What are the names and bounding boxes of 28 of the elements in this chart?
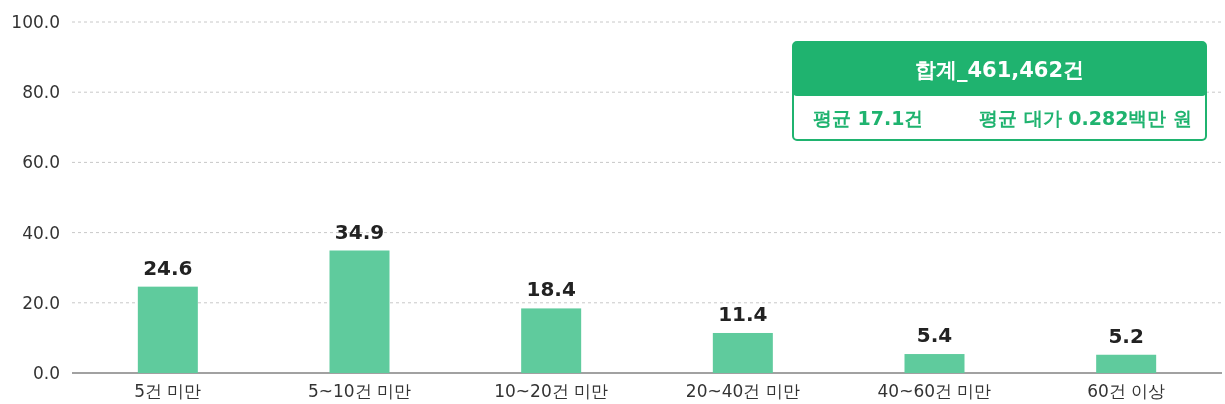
bar <box>904 354 965 373</box>
data-label: 5.4 <box>916 323 953 348</box>
bar <box>329 250 390 373</box>
data-label: 5.2 <box>1108 323 1144 348</box>
bar <box>712 332 773 373</box>
annotation: 합계_461,462건 <box>914 58 1085 82</box>
data-label: 24.6 <box>143 255 193 280</box>
data-label: 34.9 <box>334 219 385 244</box>
y-tick-label: 40.0 <box>22 222 60 243</box>
y-tick-label: 20.0 <box>22 292 60 313</box>
x-tick-label: 20~40건 미만 <box>685 381 800 401</box>
bar <box>137 286 198 373</box>
summary-card: 합계_461,462건 평균 17.1건 평균 대가 0.282백만 원 <box>792 41 1207 141</box>
x-tick-label: 5~10건 미만 <box>307 381 412 401</box>
x-tick-label: 40~60건 미만 <box>877 381 992 401</box>
bar <box>521 308 582 373</box>
y-tick-label: 80.0 <box>22 82 60 103</box>
y-tick-label: 60.0 <box>22 152 60 173</box>
data-label: 11.4 <box>718 301 768 326</box>
annotation: 평균 대가 0.282백만 원 <box>979 107 1192 129</box>
bar <box>1096 354 1157 373</box>
y-tick-label: 0.0 <box>32 363 60 383</box>
x-tick-label: 10~20건 미만 <box>494 381 609 401</box>
data-label: 18.4 <box>526 277 576 302</box>
x-tick-label: 60건 이상 <box>1087 381 1166 401</box>
y-tick-label: 100.0 <box>11 12 60 32</box>
x-tick-label: 5건 미만 <box>134 381 202 401</box>
annotation: 평균 17.1건 <box>813 107 924 129</box>
